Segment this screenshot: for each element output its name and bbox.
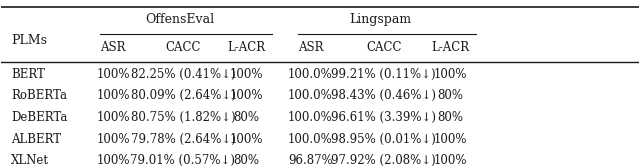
Text: 100.0%: 100.0% (288, 89, 333, 102)
Text: 100%: 100% (96, 68, 130, 81)
Text: 100.0%: 100.0% (288, 111, 333, 124)
Text: Lingspam: Lingspam (349, 13, 412, 27)
Text: DeBERTa: DeBERTa (11, 111, 67, 124)
Text: XLNet: XLNet (11, 154, 49, 167)
Text: 80.09% (2.64%↓): 80.09% (2.64%↓) (131, 89, 236, 102)
Text: 79.01% (0.57%↓): 79.01% (0.57%↓) (131, 154, 236, 167)
Text: 100%: 100% (434, 68, 467, 81)
Text: 80%: 80% (234, 154, 260, 167)
Text: 100%: 100% (96, 133, 130, 146)
Text: 100%: 100% (230, 133, 264, 146)
Text: 80%: 80% (438, 89, 463, 102)
Text: ALBERT: ALBERT (11, 133, 61, 146)
Text: 80%: 80% (234, 111, 260, 124)
Text: 82.25% (0.41%↓): 82.25% (0.41%↓) (131, 68, 236, 81)
Text: PLMs: PLMs (11, 34, 47, 47)
Text: OffensEval: OffensEval (145, 13, 214, 27)
Text: 97.92% (2.08%↓): 97.92% (2.08%↓) (332, 154, 436, 167)
Text: CACC: CACC (165, 41, 201, 54)
Text: CACC: CACC (366, 41, 401, 54)
Text: 99.21% (0.11%↓): 99.21% (0.11%↓) (332, 68, 436, 81)
Text: 100%: 100% (96, 154, 130, 167)
Text: 98.95% (0.01%↓): 98.95% (0.01%↓) (332, 133, 436, 146)
Text: 96.61% (3.39%↓): 96.61% (3.39%↓) (332, 111, 436, 124)
Text: 98.43% (0.46%↓): 98.43% (0.46%↓) (332, 89, 436, 102)
Text: 100.0%: 100.0% (288, 133, 333, 146)
Text: ASR: ASR (100, 41, 125, 54)
Text: 80%: 80% (438, 111, 463, 124)
Text: RoBERTa: RoBERTa (11, 89, 67, 102)
Text: 100%: 100% (96, 89, 130, 102)
Text: 100%: 100% (96, 111, 130, 124)
Text: 100%: 100% (230, 89, 264, 102)
Text: 100%: 100% (434, 133, 467, 146)
Text: 100%: 100% (230, 68, 264, 81)
Text: 100.0%: 100.0% (288, 68, 333, 81)
Text: 80.75% (1.82%↓): 80.75% (1.82%↓) (131, 111, 236, 124)
Text: 100%: 100% (434, 154, 467, 167)
Text: 79.78% (2.64%↓): 79.78% (2.64%↓) (131, 133, 236, 146)
Text: L-ACR: L-ACR (228, 41, 266, 54)
Text: ASR: ASR (298, 41, 323, 54)
Text: 96.87%: 96.87% (288, 154, 333, 167)
Text: BERT: BERT (11, 68, 45, 81)
Text: L-ACR: L-ACR (431, 41, 470, 54)
